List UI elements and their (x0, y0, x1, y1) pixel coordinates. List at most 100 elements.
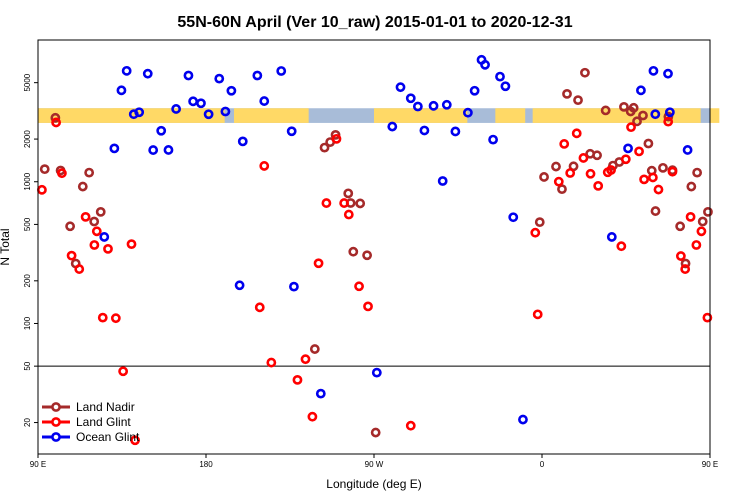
data-point (441, 99, 452, 110)
plot-frame (37, 39, 711, 455)
data-point (653, 184, 664, 195)
data-point (488, 134, 498, 145)
data-point (183, 70, 194, 81)
data-point (163, 145, 174, 155)
data-point (121, 65, 132, 76)
data-point (89, 216, 100, 227)
data-point (97, 312, 108, 323)
data-point (626, 122, 636, 133)
data-point (214, 73, 225, 84)
data-point (682, 145, 693, 155)
data-point (663, 68, 673, 79)
data-point (616, 241, 627, 252)
data-point (362, 250, 372, 261)
data-point (648, 65, 659, 76)
data-point (606, 165, 616, 175)
data-point (355, 198, 366, 209)
data-point (84, 167, 95, 178)
data-point (680, 258, 691, 269)
data-point (80, 211, 91, 222)
legend-marker (51, 402, 61, 412)
data-point (419, 125, 430, 136)
x-tick-label: 90 W (365, 460, 384, 469)
y-tick-label: 500 (23, 217, 32, 231)
data-point (592, 150, 602, 161)
data-point (313, 258, 324, 269)
data-point (109, 143, 120, 154)
data-point (562, 88, 572, 99)
data-point (518, 414, 528, 425)
data-point (632, 116, 642, 127)
y-tick-label: 200 (23, 274, 32, 288)
data-point (237, 136, 248, 147)
y-tick-label: 50 (23, 361, 32, 370)
data-point (696, 226, 707, 237)
series-ocean-glint (99, 54, 693, 425)
data-point (606, 232, 617, 242)
data-point (639, 174, 650, 185)
map-strip-land (710, 108, 720, 123)
map-strip-land (234, 108, 309, 123)
data-point (532, 309, 543, 320)
legend-label: Ocean Glint (76, 430, 140, 444)
data-point (39, 164, 50, 175)
data-point (667, 166, 678, 177)
data-point (580, 67, 590, 78)
data-point (130, 435, 140, 446)
data-point (450, 126, 461, 137)
data-point (370, 427, 381, 438)
map-strip-land (150, 108, 225, 123)
data-point (508, 212, 519, 223)
legend-marker (51, 432, 61, 442)
data-point (321, 198, 332, 208)
data-point (539, 172, 549, 182)
data-point (254, 302, 265, 313)
chart-title: 55N-60N April (Ver 10_raw) 2015-01-01 to… (177, 14, 572, 31)
data-point (37, 184, 47, 195)
data-point (99, 232, 110, 242)
legend-marker (51, 417, 61, 427)
data-point (600, 105, 611, 116)
data-point (703, 206, 713, 217)
data-point (51, 117, 62, 128)
legend-item-ocean-glint: Ocean Glint (42, 430, 140, 444)
data-point (363, 301, 373, 312)
data-point (412, 101, 423, 112)
data-point (619, 101, 629, 112)
data-point (266, 357, 277, 368)
data-point (650, 206, 661, 216)
x-tick-label: 90 E (702, 460, 718, 469)
data-point (623, 143, 633, 154)
data-point (91, 226, 102, 237)
y-tick-label: 20 (23, 418, 32, 427)
data-point (319, 142, 330, 153)
data-point (500, 81, 511, 92)
data-point (77, 181, 88, 192)
data-point (286, 126, 297, 137)
y-tick-label: 1000 (23, 172, 32, 190)
data-point (405, 420, 416, 431)
data-point (343, 209, 354, 220)
data-point (697, 216, 708, 227)
data-point (259, 96, 270, 106)
data-point (585, 168, 596, 179)
data-point (675, 221, 686, 232)
x-tick-label: 90 E (30, 460, 46, 469)
data-point (469, 85, 480, 96)
data-point (171, 104, 182, 114)
data-point (685, 211, 696, 222)
data-point (551, 161, 561, 172)
data-point (462, 107, 473, 118)
data-point (234, 280, 245, 291)
data-point (289, 281, 299, 292)
legend-item-land-glint: Land Glint (42, 415, 131, 429)
data-point (339, 198, 350, 208)
data-point (65, 221, 76, 232)
data-point (395, 82, 406, 93)
data-point (702, 312, 713, 323)
data-point (300, 354, 311, 365)
legend-label: Land Glint (76, 415, 131, 429)
legend-item-land-nadir: Land Nadir (42, 400, 135, 414)
x-axis: 90 E 180 90 W 0 90 E (30, 454, 718, 469)
